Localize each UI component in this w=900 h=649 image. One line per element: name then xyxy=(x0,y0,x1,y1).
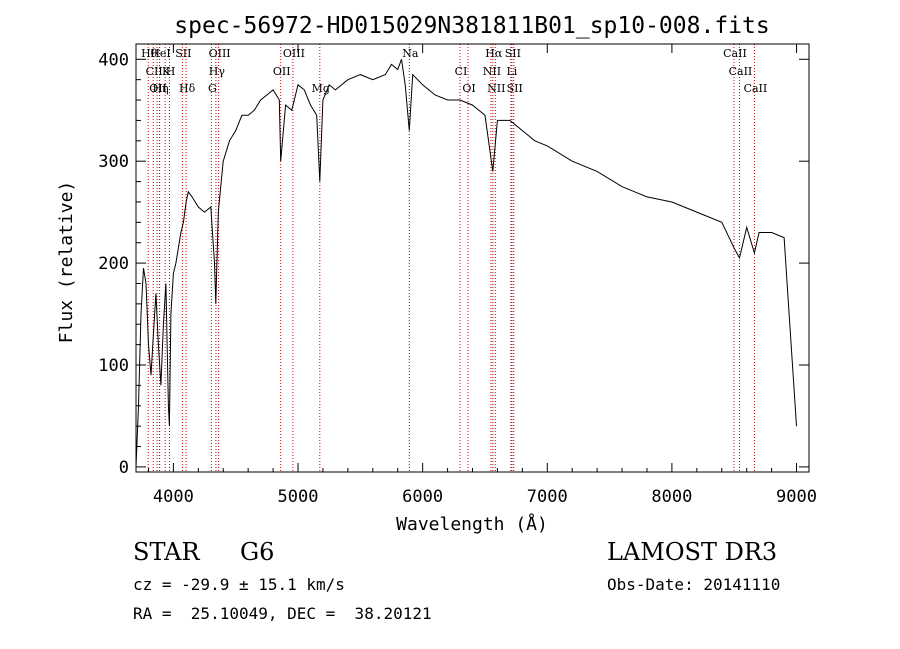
spectral-line-label: Mg xyxy=(312,82,330,95)
x-axis-label: Wavelength (Å) xyxy=(396,513,548,535)
spectral-line-markers xyxy=(147,44,755,472)
spectral-line-label: CII xyxy=(146,65,163,78)
survey-name: LAMOST DR3 xyxy=(607,538,778,566)
flux-series-line xyxy=(135,59,797,467)
spectral-line-label: SII xyxy=(175,47,191,60)
x-tick-label: 9000 xyxy=(776,487,817,507)
observation-date: Obs-Date: 20141110 xyxy=(607,575,781,594)
y-tick-label: 400 xyxy=(98,50,129,70)
plot-frame xyxy=(135,43,810,473)
spectral-line-labels: Hθ CII OII HeI K Hη SII HHδ OIII Hγ G OIII OII Mg Na CI… xyxy=(141,47,767,95)
spectral-line-label: G xyxy=(208,82,217,95)
x-axis-ticks: 4000 5000 6000 7000 8000 9000 xyxy=(147,44,817,507)
spectral-line-label: NII xyxy=(487,82,505,95)
x-tick-label: 4000 xyxy=(153,487,194,507)
ra-dec-coordinates: RA = 25.10049, DEC = 38.20121 xyxy=(133,604,432,623)
spectral-line-label: HeI xyxy=(150,47,170,60)
redshift-cz: cz = -29.9 ± 15.1 km/s xyxy=(133,575,345,594)
spectral-line-label: CaII xyxy=(744,82,768,95)
spectral-line-label: CaII xyxy=(729,65,753,78)
object-class: STAR xyxy=(133,538,200,566)
spectral-line-label: CI xyxy=(455,65,468,78)
y-tick-label: 200 xyxy=(98,254,129,274)
spectral-line-label: OIII xyxy=(209,47,231,60)
x-tick-label: 5000 xyxy=(278,487,319,507)
x-tick-label: 6000 xyxy=(402,487,443,507)
x-tick-label: 7000 xyxy=(527,487,568,507)
spectral-subclass: G6 xyxy=(240,538,275,566)
spectral-line-label: Hη xyxy=(152,82,168,95)
spectral-line-label: Hα xyxy=(485,47,503,60)
spectral-line-label: OII xyxy=(149,82,167,95)
spectral-line-label: NII xyxy=(483,65,501,78)
spectral-line-label: SII xyxy=(507,82,523,95)
spectral-line-label: H xyxy=(166,65,176,78)
chart-title: spec-56972-HD015029N381811B01_sp10-008.f… xyxy=(174,13,769,39)
spectral-line-label: Hγ xyxy=(209,65,226,78)
spectral-line-label: Na xyxy=(402,47,419,60)
x-tick-label: 8000 xyxy=(651,487,692,507)
y-tick-label: 100 xyxy=(98,356,129,376)
spectral-line-label: Hδ xyxy=(179,82,196,95)
spectral-line-label: OII xyxy=(273,65,291,78)
spectral-line-label: K xyxy=(162,65,171,78)
y-axis-ticks: 0 100 200 300 400 xyxy=(98,50,809,478)
y-tick-label: 300 xyxy=(98,152,129,172)
spectral-line-label: SII xyxy=(505,47,521,60)
spectral-line-label: OI xyxy=(462,82,475,95)
y-tick-label: 0 xyxy=(119,458,129,478)
y-axis-label: Flux (relative) xyxy=(56,181,77,344)
spectral-line-label: Hθ xyxy=(141,47,158,60)
spectral-line-label: Li xyxy=(506,65,517,78)
spectral-line-label: CaII xyxy=(723,47,747,60)
spectral-line-label: OIII xyxy=(283,47,305,60)
